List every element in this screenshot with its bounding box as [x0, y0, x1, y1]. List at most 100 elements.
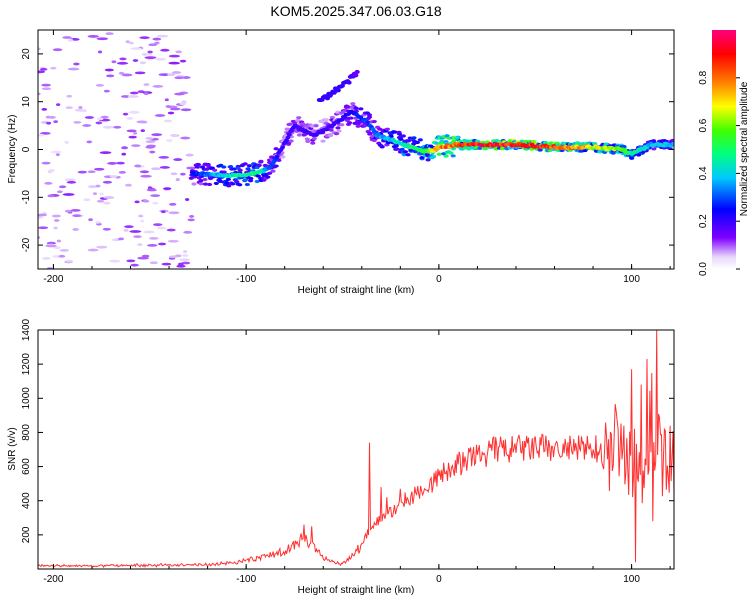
spectrogram-noise-blob	[144, 56, 157, 60]
spectrogram-halo-cell	[358, 107, 364, 111]
snr-xtick-label: 100	[623, 574, 640, 585]
spectrogram-halo-cell	[405, 153, 411, 157]
spectrogram-halo-cell	[202, 182, 209, 186]
spectrogram-noise-blob	[139, 170, 150, 174]
spectrogram-halo-cell	[396, 130, 402, 134]
spectrogram-noise-blob	[77, 170, 88, 174]
spectrogram-noise-blob	[103, 196, 115, 199]
spectrogram-noise-blob	[170, 133, 179, 137]
spectrogram-noise-blob	[126, 117, 134, 120]
spectrogram-noise-blob	[118, 170, 126, 174]
spectrogram-halo-cell	[242, 162, 248, 166]
spectrogram-noise-blob	[158, 73, 171, 77]
spectrogram-noise-blob	[134, 71, 146, 75]
spectrogram-noise-blob	[124, 225, 134, 229]
spectrogram-noise-blob	[187, 218, 195, 222]
spectrogram-noise-blob	[50, 150, 62, 154]
spectrogram-halo-cell	[242, 178, 249, 182]
spectrogram-noise-blob	[45, 244, 57, 248]
spectrogram-noise-blob	[86, 140, 93, 144]
spectrogram-noise-blob	[39, 67, 48, 71]
spectrogram-halo-cell	[288, 139, 294, 143]
spectrogram-halo-cell	[366, 113, 373, 117]
spectrogram-noise-blob	[152, 37, 162, 41]
spectrogram-halo-cell	[417, 138, 423, 142]
spectrogram-noise-blob	[99, 192, 104, 196]
spectrogram-noise-blob	[145, 145, 155, 149]
spectrogram-noise-blob	[146, 188, 157, 192]
spectrogram-halo-cell	[206, 182, 213, 187]
snr-ytick-label: 800	[21, 424, 32, 441]
spectrogram-noise-blob	[95, 184, 101, 188]
spectrogram-noise-blob	[173, 158, 183, 161]
spectrogram-halo-cell	[629, 156, 635, 160]
spectrogram-noise-blob	[165, 105, 172, 108]
spectrogram-noise-blob	[72, 214, 82, 218]
colorbar-gradient	[712, 30, 736, 269]
spectrogram-xlabel: Height of straight line (km)	[298, 285, 415, 296]
spectrogram-noise-blob	[96, 199, 105, 203]
colorbar-axis: 0.0 0.2 0.4 0.6 0.8	[698, 70, 740, 276]
spectrogram-noise-blob	[174, 76, 185, 80]
spectrogram-halo-cell	[244, 182, 250, 187]
snr-axes: -200 -100 0 100 200 400 600 800 1000 1200 1400	[21, 318, 674, 585]
spectrogram-halo-cell	[450, 154, 456, 158]
spectrogram-noise-blob	[53, 226, 58, 230]
spectrogram-noise-blob	[97, 117, 104, 121]
spectrogram-noise-blob	[149, 150, 156, 154]
spectrogram-noise-blob	[50, 66, 57, 70]
spectrogram-halo-cell	[191, 182, 197, 186]
spectrogram-halo-cell	[296, 116, 302, 120]
spectrogram-halo-cell	[610, 151, 616, 155]
spectrogram-halo-cell	[273, 164, 279, 168]
spectrogram-branch-cell	[335, 88, 341, 93]
spectrogram-noise-blob	[177, 262, 184, 266]
spectrogram-noise-blob	[113, 125, 122, 129]
spectrogram-noise-blob	[124, 183, 133, 187]
spectrogram-noise-blob	[118, 237, 125, 241]
spectrogram-noise-blob	[122, 112, 129, 116]
spectrogram-halo-cell	[592, 141, 598, 146]
spectrogram-halo-cell	[443, 154, 449, 158]
spectrogram-noise-blob	[168, 202, 177, 206]
spectrogram-noise-blob	[88, 218, 93, 222]
spectrogram-noise-blob	[66, 180, 77, 184]
spectrogram-halo-cell	[448, 151, 454, 155]
spectrogram-halo-cell	[230, 182, 236, 186]
spectrogram-noise-blob	[137, 90, 145, 94]
spectrogram-noise-blob	[143, 92, 149, 96]
spectrogram-noise-blob	[149, 261, 158, 265]
spectrogram-halo-cell	[235, 182, 241, 186]
spectrogram-halo-cell	[392, 130, 398, 134]
spectrogram-halo-cell	[401, 153, 407, 157]
spectrogram-halo-cell	[310, 141, 316, 145]
spectrogram-halo-cell	[670, 138, 674, 143]
snr-ytick-label: 1400	[21, 318, 32, 341]
spectrogram-noise-blob	[152, 85, 164, 88]
spectrogram-noise-blob	[159, 166, 171, 169]
spectrogram-halo-cell	[371, 138, 377, 143]
spectrogram-halo-cell	[212, 168, 218, 172]
spectrogram-noise-blob	[120, 95, 131, 98]
spectrogram-noise-blob	[133, 235, 142, 239]
spectrogram-noise-blob	[146, 243, 158, 247]
spectrogram-noise-blob	[47, 194, 55, 198]
spectrogram-noise-blob	[129, 91, 139, 95]
spectrogram-noise-blob	[167, 111, 175, 115]
snr-xtick-label: -100	[236, 574, 256, 585]
spectrogram-noise-blob	[167, 239, 179, 243]
spectrogram-noise-blob	[126, 129, 137, 133]
spectrogram-noise-blob	[102, 180, 113, 184]
spectrogram-noise-blob	[137, 243, 143, 246]
spectrogram-halo-cell	[636, 153, 642, 157]
snr-xlabel: Height of straight line (km)	[298, 585, 415, 596]
spectrogram-noise-blob	[38, 213, 48, 217]
spectrogram-noise-blob	[180, 108, 192, 112]
spectrogram-noise-blob	[38, 47, 41, 51]
spectrogram-halo-cell	[304, 137, 310, 141]
spectrogram-noise-blob	[186, 166, 197, 170]
snr-marks	[38, 330, 674, 569]
spectrogram-halo-cell	[384, 127, 390, 131]
spectrogram-halo-cell	[336, 129, 342, 133]
spectrogram-noise-blob	[125, 40, 130, 44]
